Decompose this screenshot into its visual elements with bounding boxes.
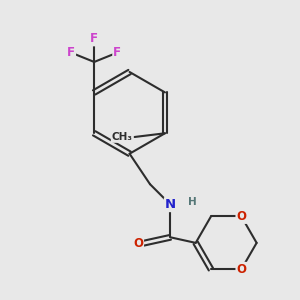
Text: F: F <box>113 46 121 59</box>
Text: O: O <box>236 210 246 223</box>
Text: O: O <box>133 238 143 250</box>
Text: N: N <box>165 198 176 211</box>
Text: CH₃: CH₃ <box>112 132 133 142</box>
Text: F: F <box>90 32 98 45</box>
Text: H: H <box>188 196 196 207</box>
Text: O: O <box>236 263 246 276</box>
Text: F: F <box>67 46 75 59</box>
